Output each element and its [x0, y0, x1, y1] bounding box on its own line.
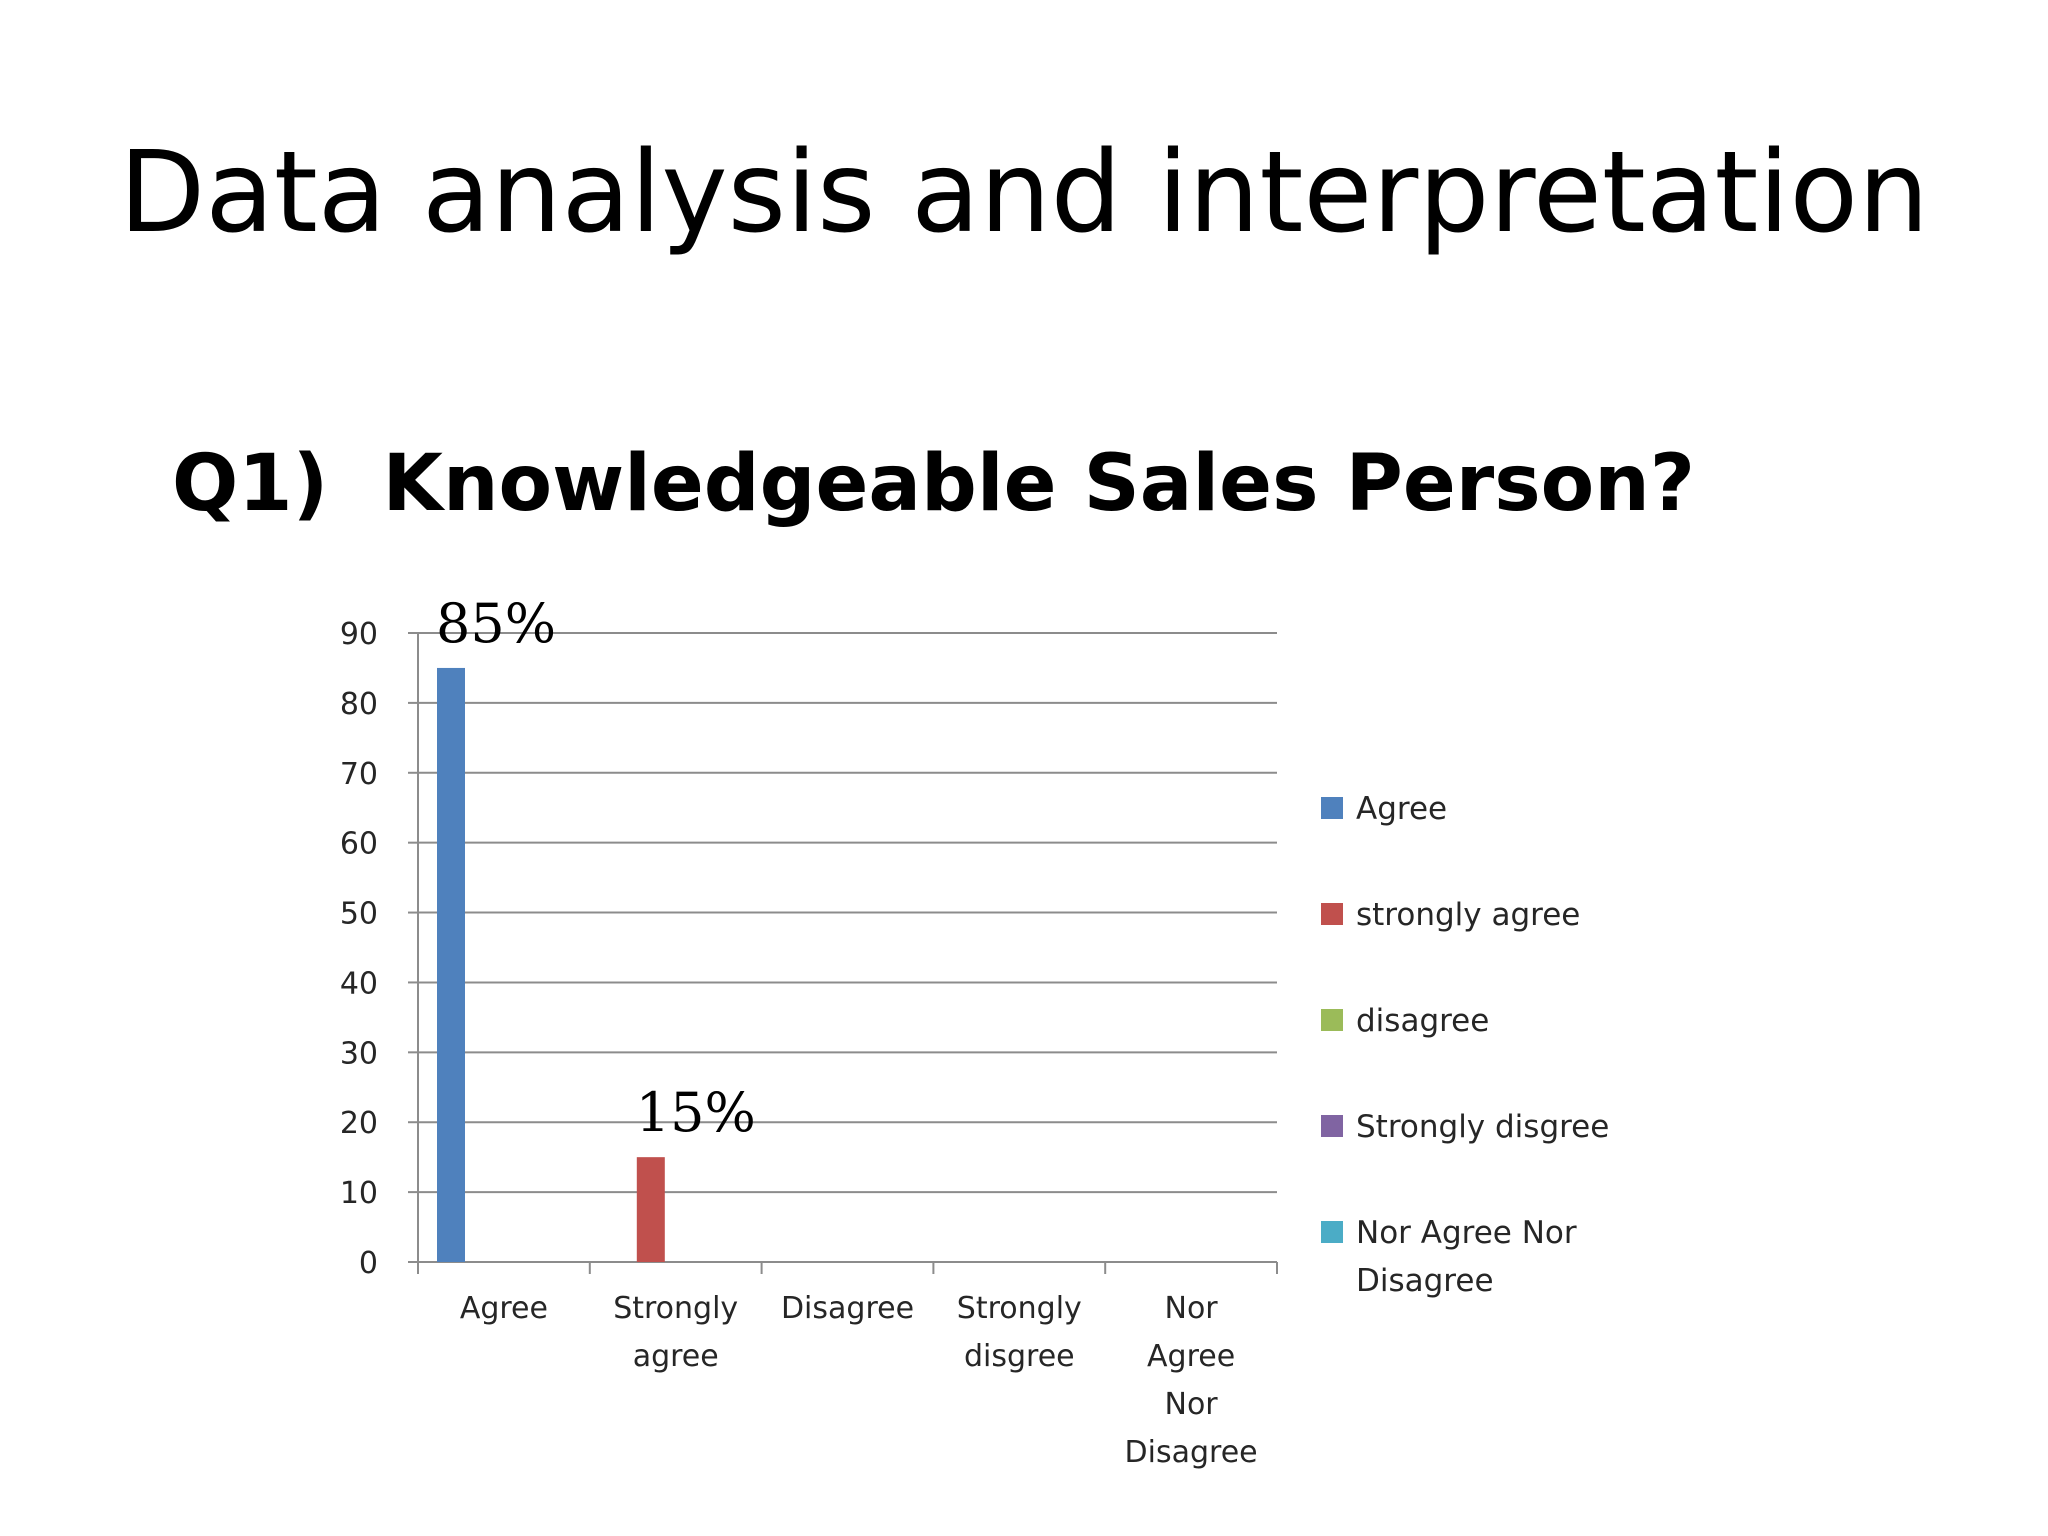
y-tick-label-0: 0 — [359, 1246, 378, 1281]
x-tick-label-3: Strongly disgree — [957, 1291, 1082, 1374]
y-tick-label-10: 10 — [340, 1176, 378, 1211]
gridlines — [418, 632, 1277, 1194]
legend-label-2: disagree — [1356, 1003, 1489, 1039]
x-tick-label-1: Strongly agree — [613, 1291, 738, 1374]
y-tick-label-30: 30 — [340, 1036, 378, 1071]
y-tick-label-80: 80 — [340, 687, 378, 722]
y-tick-label-70: 70 — [340, 757, 378, 792]
y-tick-label-50: 50 — [340, 897, 378, 932]
y-tick-label-20: 20 — [340, 1106, 378, 1141]
y-tick-label-90: 90 — [340, 617, 378, 652]
legend-label-4: Nor Agree Nor Disagree — [1356, 1215, 1577, 1299]
slide-title: Data analysis and interpretation — [118, 128, 1930, 258]
data-label-1: 15% — [636, 1081, 756, 1144]
bars — [437, 667, 665, 1262]
y-tick-label-60: 60 — [340, 827, 378, 862]
legend-label-3: Strongly disgree — [1356, 1109, 1609, 1145]
legend-label-1: strongly agree — [1356, 897, 1580, 933]
bar-1-1 — [636, 1157, 665, 1262]
data-labels: 85% 15% — [436, 592, 756, 1144]
legend-swatch-0 — [1321, 797, 1343, 819]
legend: Agree strongly agree disagree Strongly disg… — [1321, 791, 1609, 1299]
axes: 0 10 20 30 40 50 60 70 80 90 Agree Strongly agree Dis… — [340, 617, 1278, 1470]
chart-title: Q1) Knowledgeable Sales Person? — [172, 439, 1695, 529]
legend-swatch-3 — [1321, 1115, 1343, 1137]
legend-swatch-2 — [1321, 1009, 1343, 1031]
bar-0-0 — [437, 667, 465, 1262]
x-tick-label-4: Nor Agree Nor Disagree — [1125, 1291, 1258, 1470]
y-tick-label-40: 40 — [340, 966, 378, 1001]
legend-label-0: Agree — [1356, 791, 1447, 827]
x-tick-label-2: Disagree — [781, 1291, 914, 1326]
legend-swatch-1 — [1321, 903, 1343, 925]
x-tick-label-0: Agree — [460, 1291, 548, 1326]
legend-swatch-4 — [1321, 1221, 1343, 1243]
data-label-0: 85% — [436, 592, 556, 655]
